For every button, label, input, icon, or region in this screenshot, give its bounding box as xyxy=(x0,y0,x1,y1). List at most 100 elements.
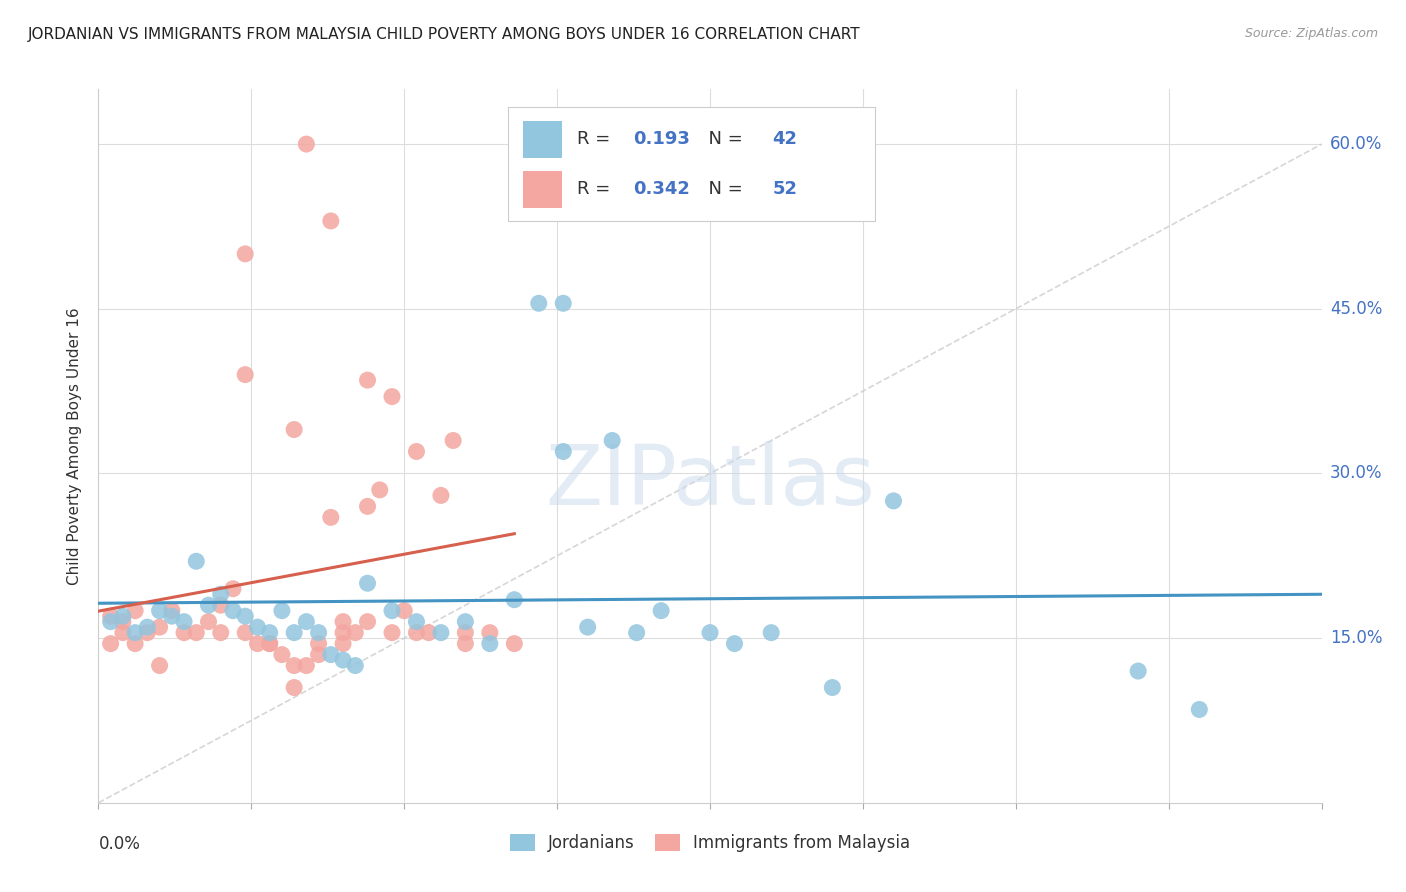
Text: N =: N = xyxy=(696,130,748,148)
Text: R =: R = xyxy=(576,130,616,148)
Text: N =: N = xyxy=(696,180,748,198)
Point xyxy=(356,500,378,514)
Point xyxy=(553,444,575,458)
Point xyxy=(344,625,367,640)
Text: 42: 42 xyxy=(772,130,797,148)
Point xyxy=(136,620,159,634)
Point xyxy=(209,598,232,612)
Point xyxy=(332,637,354,651)
FancyBboxPatch shape xyxy=(523,170,562,208)
Point xyxy=(344,658,367,673)
Point xyxy=(259,625,281,640)
Point xyxy=(405,615,427,629)
Point xyxy=(454,625,477,640)
Point xyxy=(319,214,342,228)
Y-axis label: Child Poverty Among Boys Under 16: Child Poverty Among Boys Under 16 xyxy=(67,307,83,585)
Point xyxy=(124,625,146,640)
Point xyxy=(283,681,305,695)
Point xyxy=(233,625,256,640)
Point xyxy=(283,658,305,673)
Point xyxy=(270,648,292,662)
Point xyxy=(356,373,378,387)
Text: 0.193: 0.193 xyxy=(633,130,690,148)
Point xyxy=(723,637,745,651)
Point xyxy=(454,637,477,651)
Point xyxy=(197,615,219,629)
Text: 15.0%: 15.0% xyxy=(1330,629,1382,647)
Text: 0.0%: 0.0% xyxy=(98,835,141,853)
Point xyxy=(356,615,378,629)
Point xyxy=(124,604,146,618)
Text: R =: R = xyxy=(576,180,616,198)
Point xyxy=(246,620,269,634)
Point xyxy=(100,609,122,624)
Point xyxy=(576,620,599,634)
Point xyxy=(209,587,232,601)
Point xyxy=(600,434,623,448)
Point xyxy=(626,625,648,640)
Point xyxy=(100,637,122,651)
Text: Source: ZipAtlas.com: Source: ZipAtlas.com xyxy=(1244,27,1378,40)
Point xyxy=(270,604,292,618)
Point xyxy=(160,609,183,624)
Point xyxy=(430,625,453,640)
FancyBboxPatch shape xyxy=(523,120,562,158)
Point xyxy=(197,598,219,612)
Text: ZIPatlas: ZIPatlas xyxy=(546,442,875,522)
Point xyxy=(149,658,172,673)
Point xyxy=(405,444,427,458)
Point xyxy=(1128,664,1150,678)
Point xyxy=(503,592,526,607)
Point xyxy=(332,653,354,667)
Point xyxy=(381,625,404,640)
Point xyxy=(418,625,440,640)
Point xyxy=(233,247,256,261)
Point xyxy=(478,637,501,651)
Point xyxy=(186,554,208,568)
Point xyxy=(111,625,134,640)
Point xyxy=(295,658,318,673)
Point xyxy=(454,615,477,629)
Point xyxy=(381,604,404,618)
Point xyxy=(259,637,281,651)
Point xyxy=(186,625,208,640)
Point xyxy=(478,625,501,640)
Point xyxy=(246,637,269,651)
Point xyxy=(209,625,232,640)
Point xyxy=(430,488,453,502)
Point xyxy=(111,609,134,624)
Point xyxy=(368,483,391,497)
Point xyxy=(319,510,342,524)
Point xyxy=(100,615,122,629)
Text: 60.0%: 60.0% xyxy=(1330,135,1382,153)
Point xyxy=(381,390,404,404)
Point xyxy=(295,137,318,152)
Point xyxy=(759,625,782,640)
Point xyxy=(308,625,330,640)
Point xyxy=(1188,702,1211,716)
Text: 45.0%: 45.0% xyxy=(1330,300,1382,318)
Point xyxy=(173,625,195,640)
Point xyxy=(441,434,464,448)
Point xyxy=(233,368,256,382)
Point xyxy=(295,615,318,629)
Point xyxy=(699,625,721,640)
Point xyxy=(283,423,305,437)
Point xyxy=(222,582,245,596)
Point xyxy=(149,604,172,618)
Point xyxy=(173,615,195,629)
Point xyxy=(136,625,159,640)
Text: 0.342: 0.342 xyxy=(633,180,690,198)
Point xyxy=(222,604,245,618)
Point xyxy=(308,648,330,662)
Point xyxy=(883,494,905,508)
Point xyxy=(553,296,575,310)
Point xyxy=(319,648,342,662)
Point xyxy=(503,637,526,651)
Point xyxy=(332,625,354,640)
Point xyxy=(259,637,281,651)
Text: JORDANIAN VS IMMIGRANTS FROM MALAYSIA CHILD POVERTY AMONG BOYS UNDER 16 CORRELAT: JORDANIAN VS IMMIGRANTS FROM MALAYSIA CH… xyxy=(28,27,860,42)
Point xyxy=(332,615,354,629)
Point xyxy=(356,576,378,591)
Legend: Jordanians, Immigrants from Malaysia: Jordanians, Immigrants from Malaysia xyxy=(503,827,917,859)
